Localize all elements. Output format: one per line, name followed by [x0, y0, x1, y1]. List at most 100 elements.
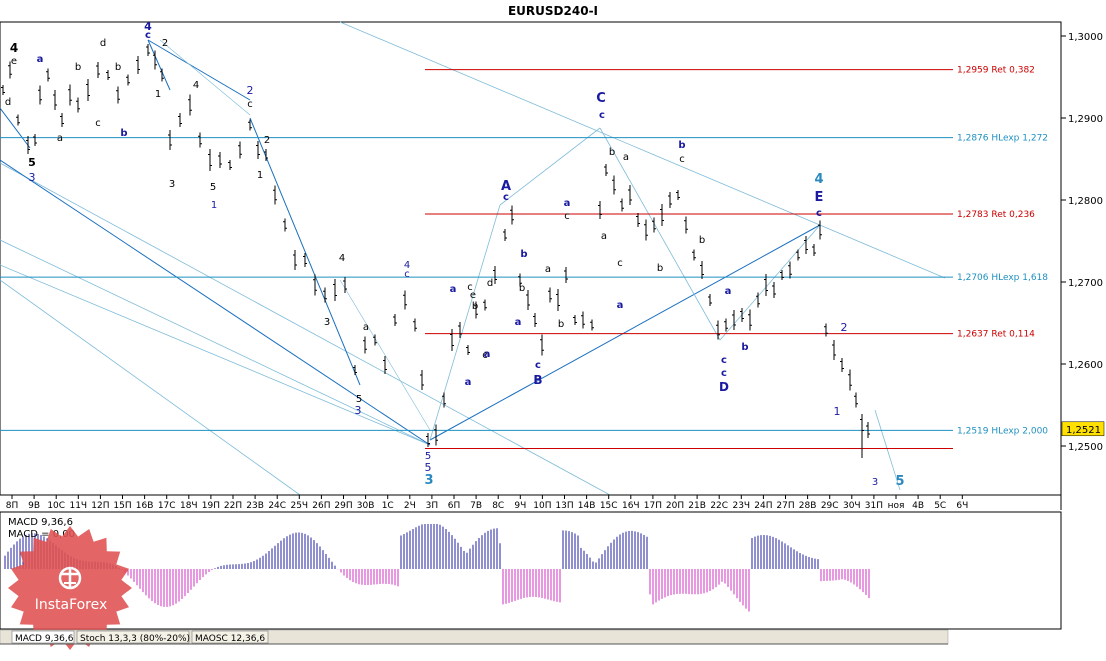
- time-tick-label: 4В: [912, 501, 924, 511]
- wave-label-c11: c: [617, 258, 623, 269]
- trend-line: [429, 204, 501, 441]
- wave-label-w2d: 2: [841, 321, 848, 334]
- trend-line: [0, 159, 431, 446]
- wave-label-w3c: 3: [324, 317, 330, 328]
- wave-label-b9: b: [678, 140, 685, 151]
- indicator-tab-3[interactable]: MAOSC 12,36,6: [191, 630, 269, 644]
- time-tick-label: 16В: [136, 501, 154, 511]
- time-tick-label: 25Ч: [290, 501, 308, 511]
- trend-line: [339, 279, 431, 431]
- fib-levels: 1,2959 Ret 0,382 1,2876 HLexp 1,272 1,2783…: [0, 66, 1048, 449]
- time-tick-label: 10С: [47, 501, 65, 511]
- time-tick-label: 27П: [776, 501, 794, 511]
- wave-label-w1d: 1: [834, 405, 841, 418]
- wave-label-b11: b: [657, 263, 663, 274]
- instaforex-watermark: InstaForex: [8, 526, 132, 650]
- wave-label-w1b: 1: [211, 200, 217, 211]
- time-tick-label: 2Ч: [404, 501, 416, 511]
- wave-label-w2c: 2: [264, 135, 270, 146]
- time-tick-label: 26П: [312, 501, 330, 511]
- wave-label-w5a: 5: [28, 156, 36, 169]
- time-tick-label: 15С: [600, 501, 618, 511]
- wave-label-w4d: 4: [404, 260, 410, 271]
- time-tick-label: 3П: [426, 501, 439, 511]
- indicator-tab-label[interactable]: MACD 9,36,6: [15, 634, 74, 644]
- time-tick-label: 7В: [470, 501, 482, 511]
- wave-label-b4: b: [472, 301, 478, 312]
- instaforex-logo-icon: [58, 566, 82, 590]
- time-tick-label: 17П: [644, 501, 662, 511]
- wave-label-c6: c: [467, 282, 473, 293]
- time-tick-label: 9В: [28, 501, 40, 511]
- wave-label-a11: a: [601, 231, 607, 242]
- trend-line: [159, 39, 251, 116]
- wave-label-w1a: 1: [155, 89, 161, 100]
- wave-label-a7: a: [515, 317, 522, 328]
- time-tick-label: 31П: [865, 501, 883, 511]
- trend-line: [0, 239, 431, 446]
- time-tick-label: 20П: [666, 501, 684, 511]
- wave-label-b3: b: [115, 62, 121, 73]
- wave-label-a8: a: [545, 264, 551, 275]
- level-label: 1,2706 HLexp 1,618: [957, 273, 1048, 283]
- wave-label-c13: c: [721, 355, 727, 366]
- wave-label-c5: c: [503, 192, 509, 203]
- wave-label-b7: b: [558, 319, 564, 330]
- wave-label-D: D: [719, 380, 729, 394]
- time-axis: 8П 9В 10С 11Ч 12П 15П 16В 17С 18Ч 19П 22П 23В 24С 25Ч…: [6, 495, 968, 511]
- wave-label-e1: e: [470, 290, 476, 301]
- time-tick-label: 19П: [202, 501, 220, 511]
- time-tick-label: ноя: [888, 501, 905, 511]
- wave-label-E: E: [815, 190, 824, 205]
- wave-label-a10: a: [623, 152, 629, 163]
- wave-label-w3d: 3: [355, 404, 362, 417]
- wave-label-w3b: 3: [169, 179, 175, 190]
- wave-label-a2: a: [57, 133, 63, 144]
- indicator-tab-bg[interactable]: [11, 630, 75, 644]
- indicator-tab-label[interactable]: Stoch 13,3,3 (80%-20%): [80, 634, 190, 644]
- wave-label-b8: b: [609, 147, 615, 158]
- wave-label-b2: b: [75, 62, 81, 73]
- wave-label-w5d: 5: [425, 451, 431, 462]
- time-tick-label: 12П: [91, 501, 109, 511]
- chart-title: EURUSD240-I: [508, 4, 598, 18]
- wave-label-top_left_4: 4: [10, 41, 18, 55]
- indicator-tabs: MACD 9,36,6 Stoch 13,3,3 (80%-20%) MAOSC 1…: [11, 630, 269, 644]
- wave-label-C: C: [596, 91, 606, 106]
- macd-value: MACD = 0,00: [8, 529, 75, 540]
- trend-line: [249, 117, 361, 386]
- time-tick-label: 22П: [224, 501, 242, 511]
- time-tick-label: 30В: [357, 501, 375, 511]
- wave-label-b5: b: [520, 249, 527, 260]
- indicator-tab-bg[interactable]: [191, 630, 269, 644]
- time-tick-label: 23Ч: [732, 501, 750, 511]
- time-tick-label: 29П: [334, 501, 352, 511]
- wave-label-b10: b: [699, 235, 705, 246]
- indicator-tab-2[interactable]: Stoch 13,3,3 (80%-20%): [76, 630, 190, 644]
- price-tick-label: 1,2800: [1068, 196, 1103, 207]
- indicator-tab-1[interactable]: MACD 9,36,6: [11, 630, 75, 644]
- wave-label-w5e: 5: [425, 461, 432, 474]
- wave-label-a13: a: [725, 286, 732, 297]
- time-tick-label: 28В: [799, 501, 817, 511]
- wave-label-b12: b: [741, 342, 748, 353]
- price-panel: [0, 21, 1062, 496]
- time-tick-label: 22С: [710, 501, 728, 511]
- time-tick-label: 8П: [6, 501, 19, 511]
- wave-label-c10: c: [599, 110, 605, 121]
- trend-line: [719, 224, 821, 341]
- indicator-tab-label[interactable]: MAOSC 12,36,6: [195, 634, 265, 644]
- price-tick-label: 1,2600: [1068, 360, 1103, 371]
- trend-line: [0, 162, 611, 496]
- time-tick-label: 30Ч: [843, 501, 861, 511]
- wave-label-b1: b: [120, 128, 127, 139]
- wave-label-a12: a: [617, 300, 624, 311]
- indicator-tab-bg[interactable]: [76, 630, 190, 644]
- wave-label-c3: c: [247, 99, 253, 110]
- time-tick-label: 23В: [246, 501, 264, 511]
- wave-label-w3a: 3: [29, 171, 36, 184]
- current-price-label: 1,2521: [1066, 425, 1101, 436]
- title-bar: [0, 0, 1106, 22]
- wave-label-a5: a: [465, 377, 472, 388]
- time-tick-label: 14В: [578, 501, 596, 511]
